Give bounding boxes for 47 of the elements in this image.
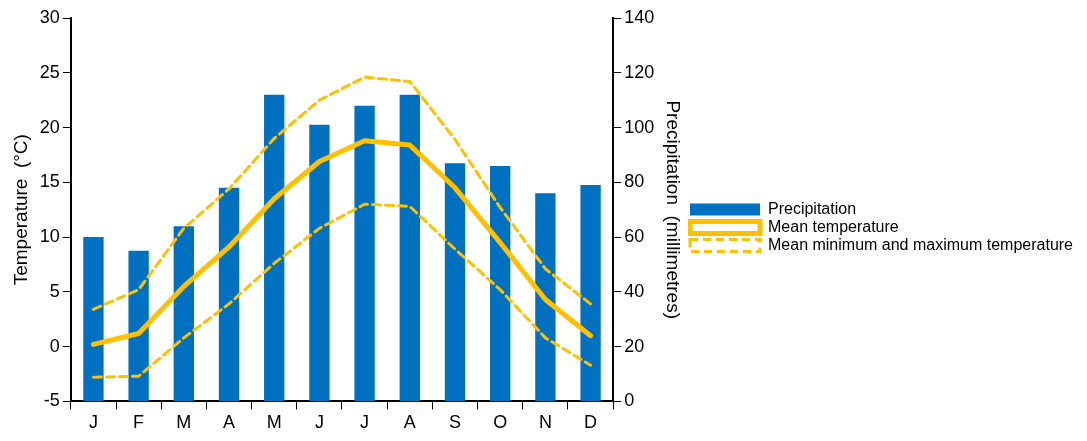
y-tick-label: -5 [43, 390, 60, 411]
x-tick-label: J [88, 412, 98, 433]
y2-tick-label: 100 [624, 116, 655, 137]
y-tick-label: 20 [39, 116, 60, 137]
y-tick-label: 0 [49, 335, 60, 356]
x-tick-label: A [403, 412, 416, 433]
bar [535, 193, 556, 401]
y-tick-label: 10 [39, 226, 60, 247]
bar [218, 187, 240, 401]
x-tick-label: D [584, 412, 598, 433]
y2-tick-label: 20 [624, 335, 645, 356]
y-tick-label: 30 [39, 6, 60, 27]
x-tick-label: M [176, 412, 192, 433]
y2-axis-title: Precipitation (millimetres) [663, 100, 685, 319]
y-axis-title: Temperature (°C) [9, 134, 31, 286]
x-tick-label: J [360, 412, 370, 433]
legend-label: Mean minimum and maximum temperature [768, 235, 1074, 253]
x-tick-label: M [266, 412, 282, 433]
y2-tick-label: 60 [624, 226, 645, 247]
bar [83, 237, 104, 401]
line-series [91, 202, 593, 379]
legend-label: Mean temperature [768, 217, 899, 235]
bar [399, 94, 420, 401]
line-series [91, 75, 593, 311]
x-tick-label: A [223, 412, 236, 433]
x-tick-label: O [493, 412, 508, 433]
bar [128, 250, 149, 401]
bar [444, 163, 466, 401]
y-tick-label: 25 [39, 61, 60, 82]
bar [309, 124, 330, 401]
y-tick-label: 5 [49, 280, 60, 301]
bar [354, 105, 375, 401]
bar [264, 94, 285, 401]
y2-tick-label: 80 [624, 171, 645, 192]
x-tick-label: N [538, 412, 552, 433]
bar [580, 185, 601, 401]
y2-tick-label: 0 [624, 390, 635, 411]
x-tick-label: F [133, 412, 145, 433]
legend-label: Precipitation [768, 199, 857, 217]
y-tick-label: 15 [39, 171, 60, 192]
y2-tick-label: 120 [624, 61, 655, 82]
bar [173, 226, 194, 401]
y2-tick-label: 40 [624, 280, 645, 301]
x-tick-label: S [448, 412, 461, 433]
y2-tick-label: 140 [624, 6, 655, 27]
bar [490, 165, 511, 401]
x-tick-label: J [314, 412, 324, 433]
